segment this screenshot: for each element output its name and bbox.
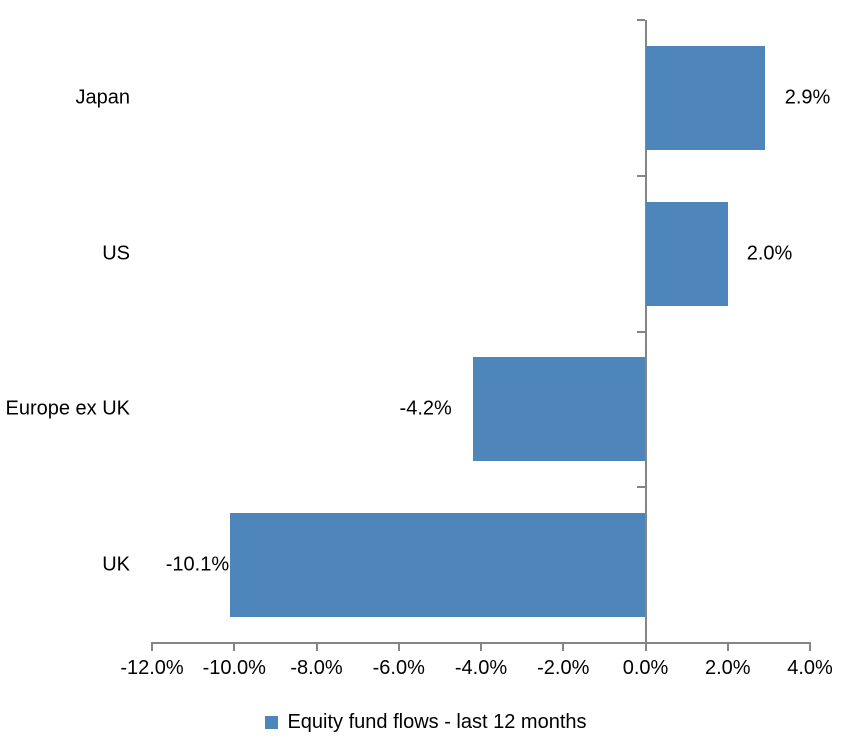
legend-series-label: Equity fund flows - last 12 months bbox=[287, 711, 587, 733]
x-axis-tick bbox=[480, 643, 482, 651]
legend-series-swatch bbox=[265, 716, 279, 729]
x-axis-tick bbox=[562, 643, 565, 651]
x-tick-label-4: -4.0% bbox=[454, 657, 508, 679]
legend: Equity fund flows - last 12 months bbox=[0, 711, 852, 734]
x-tick-label-8: 4.0% bbox=[787, 657, 833, 679]
x-axis-tick bbox=[315, 643, 318, 651]
category-label-2: Europe ex UK bbox=[5, 397, 130, 420]
x-axis-tick bbox=[233, 643, 236, 651]
category-label-3: UK bbox=[102, 553, 130, 576]
bar-us bbox=[645, 201, 728, 306]
category-label-0: Japan bbox=[75, 86, 131, 109]
x-tick-label-1: -10.0% bbox=[202, 657, 266, 679]
x-axis-tick bbox=[726, 643, 729, 651]
value-label-1: 2.0% bbox=[746, 242, 793, 265]
x-tick-label-5: -2.0% bbox=[537, 657, 590, 679]
category-axis-tick bbox=[636, 330, 645, 333]
x-tick-label-6: 0.0% bbox=[622, 657, 669, 679]
value-label-3: -10.1% bbox=[165, 553, 230, 576]
x-axis-tick bbox=[644, 643, 647, 651]
value-label-0: 2.9% bbox=[784, 86, 831, 109]
x-axis-tick bbox=[151, 643, 153, 651]
bar-japan bbox=[645, 45, 765, 150]
bar-uk bbox=[230, 513, 646, 618]
category-axis-tick bbox=[636, 642, 645, 644]
category-axis-line bbox=[644, 20, 647, 643]
category-axis-tick bbox=[636, 19, 645, 21]
value-label-2: -4.2% bbox=[399, 397, 452, 420]
x-axis-tick bbox=[397, 643, 400, 651]
x-tick-label-3: -6.0% bbox=[372, 657, 425, 679]
x-axis-tick bbox=[809, 643, 811, 651]
x-tick-label-2: -8.0% bbox=[290, 657, 343, 679]
x-tick-label-0: -12.0% bbox=[120, 657, 184, 679]
bar-europe-ex-uk bbox=[472, 357, 646, 462]
category-axis-tick bbox=[636, 486, 645, 489]
x-tick-label-7: 2.0% bbox=[704, 657, 751, 679]
category-label-1: US bbox=[102, 242, 130, 265]
category-axis-tick bbox=[636, 174, 645, 177]
